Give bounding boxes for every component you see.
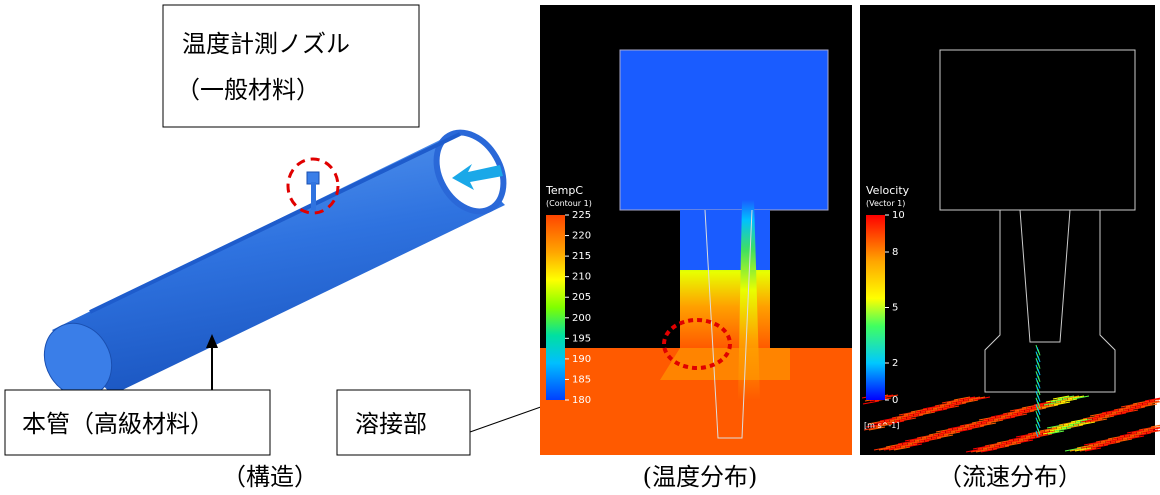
colorbar — [546, 215, 565, 400]
colorbar-unit: [m s^-1] — [864, 421, 899, 430]
colorbar-tick-label: 210 — [572, 272, 591, 283]
colorbar-tick-label: 0 — [892, 395, 898, 406]
colorbar-tick-label: 205 — [572, 292, 591, 303]
colorbar-title: TempC — [545, 184, 583, 197]
nozzle-cold — [680, 210, 770, 270]
nozzle-label: （一般材料） — [176, 76, 320, 104]
colorbar-subtitle: (Vector 1) — [866, 199, 905, 208]
colorbar-tick-label: 225 — [572, 210, 591, 221]
colorbar-tick-label: 190 — [572, 354, 591, 365]
colorbar-tick-label: 200 — [572, 313, 591, 324]
colorbar — [866, 215, 885, 400]
colorbar-tick-label: 5 — [892, 303, 898, 314]
colorbar-tick-label: 10 — [892, 210, 905, 221]
weld-zone — [660, 348, 790, 380]
colorbar-tick-label: 180 — [572, 395, 591, 406]
background — [860, 5, 1155, 455]
colorbar-title: Velocity — [866, 184, 910, 197]
cold-region — [620, 50, 828, 210]
temperature-plot: TempC (Contour 1) 225 220 215 210 205 200 195 1… — [540, 5, 852, 455]
caption: （流速分布） — [938, 463, 1082, 491]
weld-label: 溶接部 — [355, 410, 427, 438]
colorbar-subtitle: (Contour 1) — [546, 199, 592, 208]
velocity-plot: Velocity (Vector 1) [m s^-1] 10 8 5 2 0 — [860, 5, 1160, 455]
nozzle-label: 温度計測ノズル — [182, 30, 350, 58]
colorbar-tick-label: 185 — [572, 374, 591, 385]
pipe-label: 本管（高級材料） — [22, 410, 214, 438]
nozzle-stem — [311, 182, 316, 210]
colorbar-tick-label: 8 — [892, 247, 898, 258]
pipe-drawing — [31, 121, 517, 409]
label-box — [163, 5, 419, 127]
colorbar-tick-label: 215 — [572, 251, 591, 262]
colorbar-tick-label: 220 — [572, 231, 591, 242]
colorbar-tick-label: 2 — [892, 358, 898, 369]
caption: (温度分布) — [643, 463, 758, 491]
figure: 温度計測ノズル （一般材料） 本管（高級材料） 溶接部 TempC (Conto… — [0, 0, 1160, 495]
caption: （構造） — [222, 463, 318, 491]
colorbar-tick-label: 195 — [572, 333, 591, 344]
